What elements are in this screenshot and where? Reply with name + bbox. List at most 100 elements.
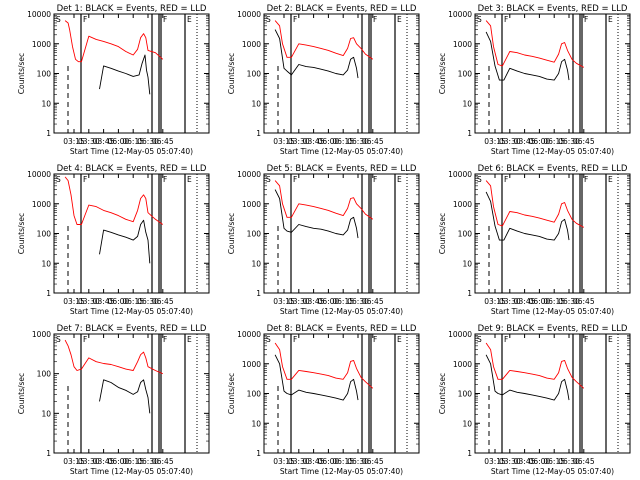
flag-marker: F bbox=[293, 335, 297, 344]
x-tick-label: 03:45 bbox=[93, 457, 115, 466]
flag-marker: F bbox=[83, 175, 87, 184]
y-tick-label: 1 bbox=[467, 449, 472, 458]
x-tick-label: 06:00 bbox=[108, 137, 130, 146]
x-tick-label: 06:00 bbox=[529, 297, 551, 306]
y-tick-label: 100 bbox=[247, 70, 262, 79]
panel-5: Det 5: BLACK = Events, RED = LLD 1 10 100 10… bbox=[227, 164, 420, 316]
y-tick-label: 10000 bbox=[27, 10, 51, 19]
lld-series-line bbox=[64, 20, 164, 63]
panel-title: Det 6: BLACK = Events, RED = LLD bbox=[478, 164, 628, 174]
x-tick-label: 06:15 bbox=[543, 297, 565, 306]
plot-frame bbox=[53, 13, 210, 134]
plot-frame bbox=[474, 13, 631, 134]
x-tick-label: 06:45 bbox=[152, 297, 174, 306]
x-tick-label: 03:15 bbox=[484, 297, 506, 306]
y-axis-label: Counts/sec bbox=[227, 373, 236, 414]
flag-marker: E bbox=[397, 335, 402, 344]
x-tick-label: 03:45 bbox=[514, 137, 536, 146]
x-tick-label: 06:00 bbox=[108, 457, 130, 466]
y-tick-label: 1000 bbox=[453, 360, 472, 369]
flag-marker: E bbox=[187, 335, 192, 344]
y-tick-label: 100 bbox=[458, 70, 473, 79]
flag-marker: F bbox=[504, 15, 508, 24]
x-tick-label: 06:15 bbox=[543, 457, 565, 466]
x-axis-label: Start Time (12-May-05 05:07:40) bbox=[280, 307, 403, 316]
flag-marker: E bbox=[187, 15, 192, 24]
plot-frame bbox=[474, 173, 631, 294]
x-tick-label: 06:30 bbox=[347, 137, 369, 146]
events-series-line bbox=[485, 354, 570, 401]
x-tick-label: 03:30 bbox=[499, 297, 521, 306]
flag-marker: F bbox=[504, 175, 508, 184]
lld-series-line bbox=[485, 20, 585, 68]
events-series-line bbox=[274, 29, 359, 79]
x-axis-label: Start Time (12-May-05 05:07:40) bbox=[70, 467, 193, 476]
x-axis-label: Start Time (12-May-05 05:07:40) bbox=[280, 147, 403, 156]
y-axis-label: Counts/sec bbox=[227, 213, 236, 254]
x-tick-label: 03:15 bbox=[63, 297, 85, 306]
flag-marker: S bbox=[266, 335, 271, 344]
lld-series-line bbox=[64, 339, 163, 375]
events-series-line bbox=[99, 379, 151, 414]
events-series-line bbox=[274, 189, 359, 239]
x-tick-label: 06:45 bbox=[362, 297, 384, 306]
y-tick-label: 10 bbox=[41, 99, 51, 108]
flag-marker: F bbox=[163, 175, 167, 184]
flag-marker: E bbox=[608, 15, 613, 24]
events-series-line bbox=[274, 354, 359, 401]
flag-marker: S bbox=[477, 335, 482, 344]
flag-marker: F bbox=[584, 175, 588, 184]
flag-marker: E bbox=[397, 175, 402, 184]
flag-marker: S bbox=[477, 15, 482, 24]
y-tick-label: 10 bbox=[462, 419, 472, 428]
lld-series-line bbox=[485, 180, 585, 228]
x-tick-label: 03:15 bbox=[63, 457, 85, 466]
y-tick-label: 1000 bbox=[453, 200, 472, 209]
x-tick-label: 03:30 bbox=[288, 457, 310, 466]
x-tick-label: 06:45 bbox=[573, 297, 595, 306]
flag-marker: F bbox=[373, 335, 377, 344]
x-tick-label: 03:15 bbox=[63, 137, 85, 146]
x-tick-label: 06:15 bbox=[543, 137, 565, 146]
x-tick-label: 06:15 bbox=[122, 297, 144, 306]
lld-series-line bbox=[485, 342, 585, 389]
lld-series-line bbox=[274, 180, 374, 220]
x-axis-label: Start Time (12-May-05 05:07:40) bbox=[70, 307, 193, 316]
y-tick-label: 100 bbox=[247, 390, 262, 399]
y-tick-label: 1000 bbox=[32, 330, 51, 339]
panel-6: Det 6: BLACK = Events, RED = LLD 1 10 100 10… bbox=[438, 164, 631, 316]
y-axis-label: Counts/sec bbox=[438, 373, 447, 414]
y-tick-label: 10000 bbox=[448, 10, 472, 19]
lld-series-line bbox=[274, 20, 374, 60]
x-tick-label: 06:30 bbox=[137, 137, 159, 146]
x-tick-label: 06:30 bbox=[347, 457, 369, 466]
x-tick-label: 03:15 bbox=[484, 457, 506, 466]
plot-frame bbox=[53, 173, 210, 294]
flag-marker: E bbox=[608, 335, 613, 344]
y-tick-label: 1 bbox=[467, 129, 472, 138]
y-tick-label: 10 bbox=[462, 259, 472, 268]
x-tick-label: 06:00 bbox=[529, 457, 551, 466]
y-tick-label: 1 bbox=[256, 289, 261, 298]
y-tick-label: 1 bbox=[46, 449, 51, 458]
x-tick-label: 03:30 bbox=[499, 457, 521, 466]
y-tick-label: 10000 bbox=[27, 170, 51, 179]
x-axis-label: Start Time (12-May-05 05:07:40) bbox=[491, 307, 614, 316]
x-tick-label: 03:30 bbox=[499, 137, 521, 146]
lld-series-line bbox=[274, 342, 374, 389]
flag-marker: S bbox=[56, 15, 61, 24]
y-axis-label: Counts/sec bbox=[17, 53, 26, 94]
x-tick-label: 03:45 bbox=[303, 297, 325, 306]
panel-2: Det 2: BLACK = Events, RED = LLD 1 10 100 10… bbox=[227, 4, 420, 156]
panel-title: Det 2: BLACK = Events, RED = LLD bbox=[267, 4, 417, 14]
panel-title: Det 4: BLACK = Events, RED = LLD bbox=[57, 164, 207, 174]
plot-frame bbox=[53, 333, 210, 454]
flag-marker: F bbox=[83, 335, 87, 344]
panel-3: Det 3: BLACK = Events, RED = LLD 1 10 100 10… bbox=[438, 4, 631, 156]
x-tick-label: 06:00 bbox=[529, 137, 551, 146]
panel-title: Det 1: BLACK = Events, RED = LLD bbox=[57, 4, 207, 14]
y-tick-label: 100 bbox=[37, 370, 52, 379]
flag-marker: F bbox=[504, 335, 508, 344]
y-axis-label: Counts/sec bbox=[438, 213, 447, 254]
y-tick-label: 1000 bbox=[32, 200, 51, 209]
